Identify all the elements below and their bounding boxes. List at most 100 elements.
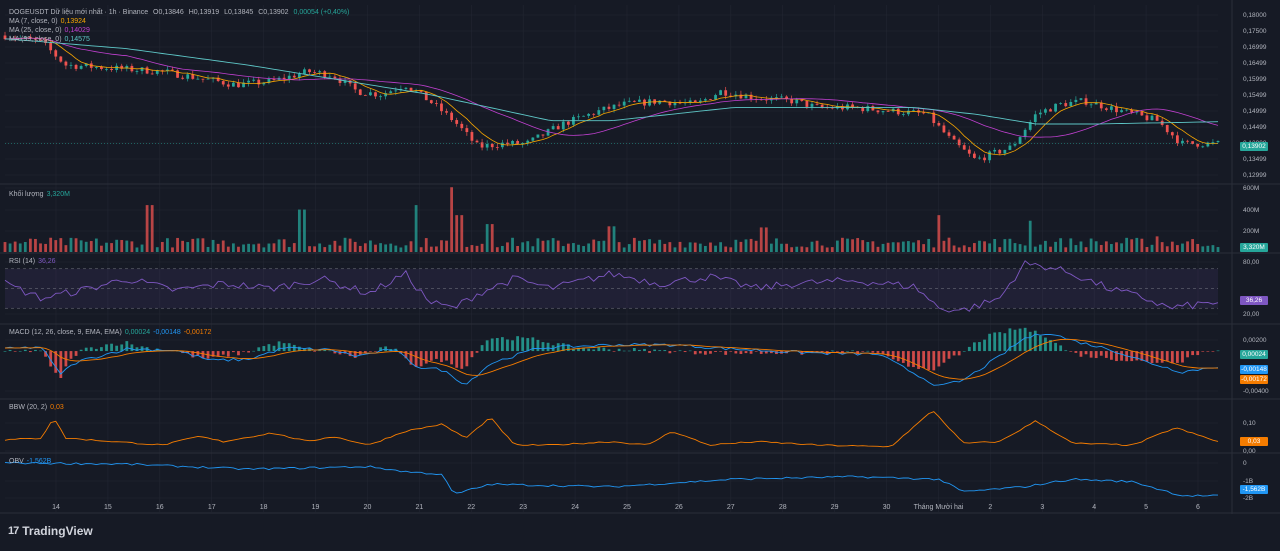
rsi-legend[interactable]: RSI (14) 36,26 [9, 257, 56, 266]
volume-bar [678, 241, 682, 252]
candle-body [485, 143, 489, 148]
candle-body [231, 82, 235, 87]
macd-histogram-bar [612, 351, 616, 352]
macd-histogram-bar [272, 345, 276, 352]
macd-histogram-bar [353, 351, 357, 358]
candle-body [881, 111, 885, 113]
volume-bar [551, 238, 555, 252]
price-axis-tick: 0,12999 [1243, 172, 1267, 179]
candle-body [369, 92, 372, 96]
volume-axis-tick: 200M [1243, 228, 1259, 235]
volume-bar [988, 243, 992, 252]
macd-histogram-bar [648, 351, 651, 353]
macd-histogram-bar [297, 346, 301, 352]
candle-body [313, 72, 316, 73]
volume-bar [820, 245, 824, 252]
macd-histogram-bar [932, 351, 936, 371]
ma7-value: 0,13924 [60, 18, 86, 25]
candle-body [424, 91, 428, 101]
macd-histogram-bar [1110, 351, 1113, 360]
candle-body [328, 76, 332, 78]
candle-body [714, 95, 717, 100]
volume-bar [972, 243, 976, 252]
volume-bar [18, 243, 22, 252]
candle-body [704, 99, 707, 101]
ma25-label: MA (25, close, 0) [9, 27, 62, 34]
macd-histogram-bar [445, 351, 448, 361]
volume-bar [1110, 244, 1113, 252]
macd-histogram-bar [526, 338, 530, 352]
volume-bar [318, 243, 322, 252]
x-tick-label: 4 [1092, 504, 1096, 511]
candle-body [59, 56, 63, 62]
volume-tag: 3,320M [1240, 243, 1268, 252]
macd-histogram-bar [1094, 351, 1098, 359]
volume-legend[interactable]: Khối lượng 3,320M [9, 190, 70, 199]
volume-bar [1018, 244, 1022, 252]
x-tick-label: 30 [883, 504, 891, 511]
candle-body [1176, 135, 1179, 144]
macd-histogram-bar [277, 341, 281, 352]
volume-bar [907, 241, 910, 252]
volume-bar [186, 242, 190, 252]
volume-bar [384, 244, 388, 252]
volume-bar [435, 246, 438, 252]
macd-histogram-bar [1145, 351, 1149, 362]
ma99-value: 0,14575 [64, 36, 90, 43]
volume-bar [160, 241, 164, 252]
macd-histogram-bar [292, 344, 296, 352]
candle-body [693, 100, 697, 103]
macd-legend[interactable]: MACD (12, 26, close, 9, EMA, EMA) 0,00024… [9, 328, 211, 337]
bbw-legend[interactable]: BBW (20, 2) 0,03 [9, 403, 64, 412]
ma25-legend[interactable]: MA (25, close, 0) 0,14029 [9, 26, 90, 35]
volume-bar [546, 240, 550, 252]
candle-body [191, 74, 195, 79]
macd-histogram-bar [942, 351, 946, 363]
candle-body [94, 66, 98, 68]
volume-bar [54, 240, 58, 252]
ma7-legend[interactable]: MA (7, close, 0) 0,13924 [9, 17, 86, 26]
volume-bar [409, 241, 413, 252]
macd-histogram-bar [901, 351, 905, 363]
volume-bar [785, 243, 788, 252]
price-axis-tick: 0,18000 [1243, 12, 1267, 19]
volume-bar [871, 241, 875, 252]
ma99-legend[interactable]: MA (99, close, 0) 0,14575 [9, 35, 90, 44]
x-tick-label: 20 [364, 504, 372, 511]
macd-histogram-bar [1216, 350, 1220, 352]
macd-histogram-bar [105, 344, 108, 352]
candle-body [587, 113, 591, 116]
candle-body [1069, 102, 1073, 107]
volume-bar [338, 245, 342, 252]
candle-body [64, 61, 68, 66]
volume-bar [891, 242, 895, 252]
candle-body [516, 140, 519, 145]
candle-body [252, 79, 256, 81]
macd-histogram-bar [313, 351, 316, 352]
macd-histogram-bar [18, 350, 22, 352]
candle-body [1201, 146, 1205, 148]
macd-histogram-bar [541, 342, 545, 352]
volume-bar [815, 240, 819, 252]
macd-histogram-bar [424, 351, 428, 364]
volume-bar [1191, 239, 1195, 252]
volume-bar [333, 240, 337, 252]
volume-bar [901, 241, 905, 252]
obv-legend[interactable]: OBV -1,562B [9, 457, 51, 466]
candle-body [84, 63, 88, 66]
macd-histogram-bar [237, 351, 240, 356]
volume-bar [749, 238, 753, 252]
volume-bar [89, 241, 93, 252]
macd-histogram-bar [1059, 345, 1063, 352]
candle-body [866, 106, 870, 112]
candle-body [937, 123, 941, 126]
x-tick-label: 27 [727, 504, 735, 511]
candle-body [176, 70, 179, 78]
macd-histogram-bar [607, 349, 611, 352]
ma99-label: MA (99, close, 0) [9, 36, 62, 43]
tradingview-logo[interactable]: 17 TradingView [8, 524, 93, 538]
volume-bar [201, 238, 205, 252]
volume-bar [967, 247, 971, 252]
